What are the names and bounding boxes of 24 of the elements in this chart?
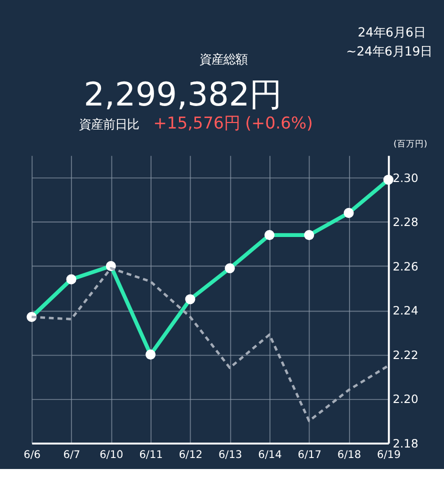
x-tick-label: 6/11 [139,448,163,461]
text: 2,299,382円 [84,76,283,114]
y-tick-label: 2.28 [392,215,418,230]
text: +15,576円 (+0.6%) [153,114,313,133]
text: ~24年6月19日 [346,44,432,59]
y-tick-label: 2.24 [392,304,418,318]
y-tick-label: 2.22 [392,348,418,362]
y-tick-label: 2.18 [392,436,418,450]
x-tick-label: 6/13 [218,448,242,461]
x-tick-label: 6/18 [337,448,362,461]
x-tick-label: 6/19 [377,448,401,461]
x-tick-label: 6/12 [178,448,202,461]
chart-title: 資産総額 [199,51,248,66]
text: 24年6月6日 [358,24,426,40]
x-tick-label: 6/10 [100,448,124,461]
y-tick-label: 2.30 [392,170,418,185]
x-tick-label: 6/7 [63,448,80,461]
x-tick-label: 6/14 [258,448,282,461]
x-tick-label: 6/17 [298,448,322,461]
text: 資産前日比 [79,116,140,132]
y-tick-label: 2.20 [392,392,418,406]
y-tick-label: 2.26 [392,259,418,274]
y-axis-title: (百万円) [393,139,428,150]
x-tick-label: 6/6 [24,448,41,461]
